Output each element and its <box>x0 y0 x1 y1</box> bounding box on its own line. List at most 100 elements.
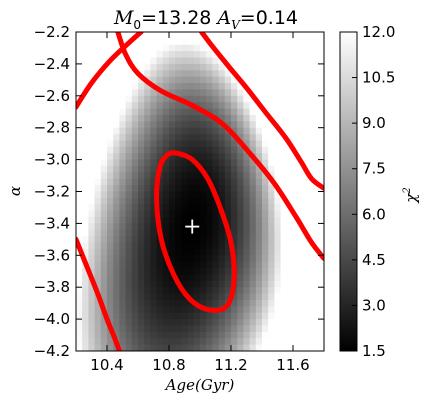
heatmap-cell <box>113 325 120 333</box>
heatmap-cell <box>150 293 158 301</box>
heatmap-cell <box>156 140 164 148</box>
heatmap-cell <box>175 165 182 173</box>
heatmap-cell <box>293 57 300 65</box>
heatmap-cell <box>162 299 170 307</box>
heatmap-cell <box>144 146 151 154</box>
heatmap-cell <box>262 51 269 59</box>
heatmap-cell <box>181 217 189 224</box>
heatmap-cell <box>181 306 189 314</box>
y-axis-label: α <box>6 186 24 196</box>
heatmap-cell <box>218 102 226 110</box>
heatmap-cell <box>224 146 232 154</box>
heatmap-cell <box>181 51 189 59</box>
heatmap-cell <box>231 312 238 320</box>
heatmap-cell <box>224 102 232 110</box>
heatmap-cell <box>305 223 313 231</box>
heatmap-cell <box>88 312 96 320</box>
heatmap-cell <box>305 83 313 91</box>
heatmap-cell <box>100 172 108 180</box>
heatmap-cell <box>94 89 102 97</box>
heatmap-cell <box>100 236 108 244</box>
heatmap-cell <box>100 102 108 110</box>
heatmap-cell <box>181 32 189 39</box>
heatmap-cell <box>175 204 182 212</box>
heatmap-cell <box>76 146 83 154</box>
heatmap-cell <box>262 134 269 142</box>
heatmap-cell <box>286 108 294 116</box>
heatmap-cell <box>193 127 201 135</box>
heatmap-cell <box>231 127 238 135</box>
heatmap-cell <box>131 146 139 154</box>
heatmap-cell <box>193 95 201 103</box>
heatmap-cell <box>193 338 201 346</box>
heatmap-cell <box>299 331 306 339</box>
heatmap-cell <box>268 223 275 231</box>
heatmap-cell <box>113 57 120 65</box>
heatmap-cell <box>200 274 207 282</box>
heatmap-cell <box>293 172 300 180</box>
heatmap-cell <box>280 242 288 250</box>
heatmap-cell <box>107 165 114 173</box>
heatmap-cell <box>94 204 102 212</box>
heatmap-cell <box>76 70 83 78</box>
heatmap-cell <box>156 287 164 295</box>
heatmap-cell <box>144 51 151 59</box>
heatmap-cell <box>206 140 213 148</box>
heatmap-cell <box>212 83 220 91</box>
heatmap-cell <box>212 185 220 193</box>
heatmap-cell <box>243 153 251 161</box>
heatmap-cell <box>119 146 127 154</box>
heatmap-cell <box>262 274 269 282</box>
heatmap-cell <box>138 83 145 91</box>
heatmap-cell <box>224 159 232 167</box>
heatmap-cell <box>224 114 232 122</box>
colorbar-tick-label: 6.0 <box>362 205 386 223</box>
heatmap-cell <box>231 146 238 154</box>
heatmap-cell <box>237 185 244 193</box>
heatmap-cell <box>206 114 213 122</box>
heatmap-cell <box>255 287 263 295</box>
heatmap-cell <box>150 89 158 97</box>
heatmap-cell <box>150 32 158 39</box>
heatmap-cell <box>274 287 282 295</box>
contour-outer-right <box>115 32 324 261</box>
heatmap-cell <box>82 280 89 288</box>
heatmap-cell <box>249 325 257 333</box>
heatmap-cell <box>311 146 319 154</box>
heatmap-cell <box>169 191 176 199</box>
heatmap-cell <box>218 70 226 78</box>
heatmap-cell <box>299 312 306 320</box>
heatmap-cell <box>255 204 263 212</box>
heatmap-cell <box>107 172 114 180</box>
heatmap-cell <box>218 63 226 71</box>
colorbar-tick-label: 3.0 <box>362 296 386 314</box>
heatmap-cell <box>113 102 120 110</box>
heatmap-cell <box>249 127 257 135</box>
heatmap-cell <box>317 261 324 269</box>
heatmap-cell <box>255 140 263 148</box>
heatmap-cell <box>100 70 108 78</box>
heatmap-cell <box>280 178 288 186</box>
heatmap-cell <box>262 280 269 288</box>
heatmap-cell <box>299 261 306 269</box>
heatmap-cell <box>181 191 189 199</box>
heatmap-cell <box>150 242 158 250</box>
heatmap-cell <box>131 165 139 173</box>
heatmap-cell <box>156 261 164 269</box>
heatmap-cell <box>243 312 251 320</box>
heatmap-cell <box>200 146 207 154</box>
heatmap-cell <box>119 83 127 91</box>
heatmap-cell <box>138 325 145 333</box>
heatmap-cell <box>119 165 127 173</box>
heatmap-cell <box>243 338 251 346</box>
heatmap-cell <box>311 331 319 339</box>
heatmap-cell <box>237 210 244 218</box>
heatmap-cell <box>125 76 133 84</box>
heatmap-cell <box>274 70 282 78</box>
heatmap-cell <box>311 344 319 351</box>
heatmap-cell <box>280 153 288 161</box>
heatmap-cell <box>286 121 294 129</box>
heatmap-cell <box>88 134 96 142</box>
heatmap-cell <box>243 217 251 224</box>
heatmap-cell <box>249 229 257 237</box>
